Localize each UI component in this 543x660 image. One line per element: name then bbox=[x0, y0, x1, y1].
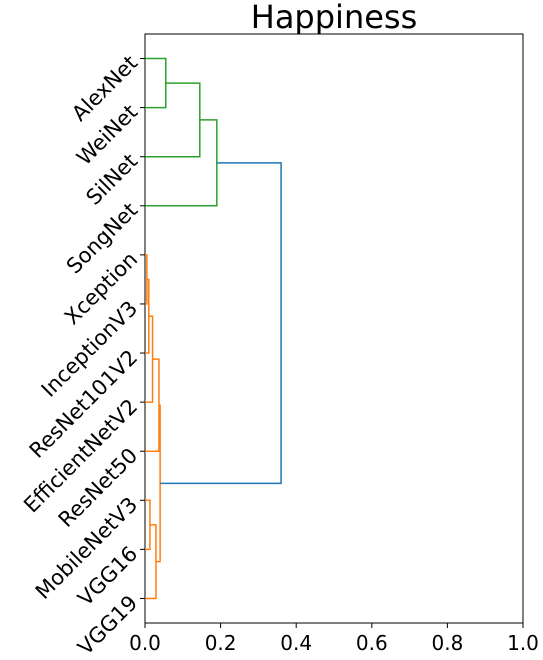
x-tick-label: 0.0 bbox=[129, 631, 161, 655]
x-tick-label: 1.0 bbox=[507, 631, 539, 655]
dendrogram-link bbox=[145, 499, 151, 551]
dendrogram-link bbox=[145, 82, 201, 158]
chart-title: Happiness bbox=[251, 0, 418, 36]
x-tick-label: 0.6 bbox=[356, 631, 388, 655]
dendrogram-link bbox=[145, 57, 167, 109]
dendrogram-link bbox=[160, 162, 282, 485]
x-tick-label: 0.8 bbox=[431, 631, 463, 655]
dendrogram-link bbox=[145, 119, 218, 207]
plot-frame bbox=[144, 33, 524, 624]
x-tick-label: 0.2 bbox=[205, 631, 237, 655]
x-tick-label: 0.4 bbox=[280, 631, 312, 655]
